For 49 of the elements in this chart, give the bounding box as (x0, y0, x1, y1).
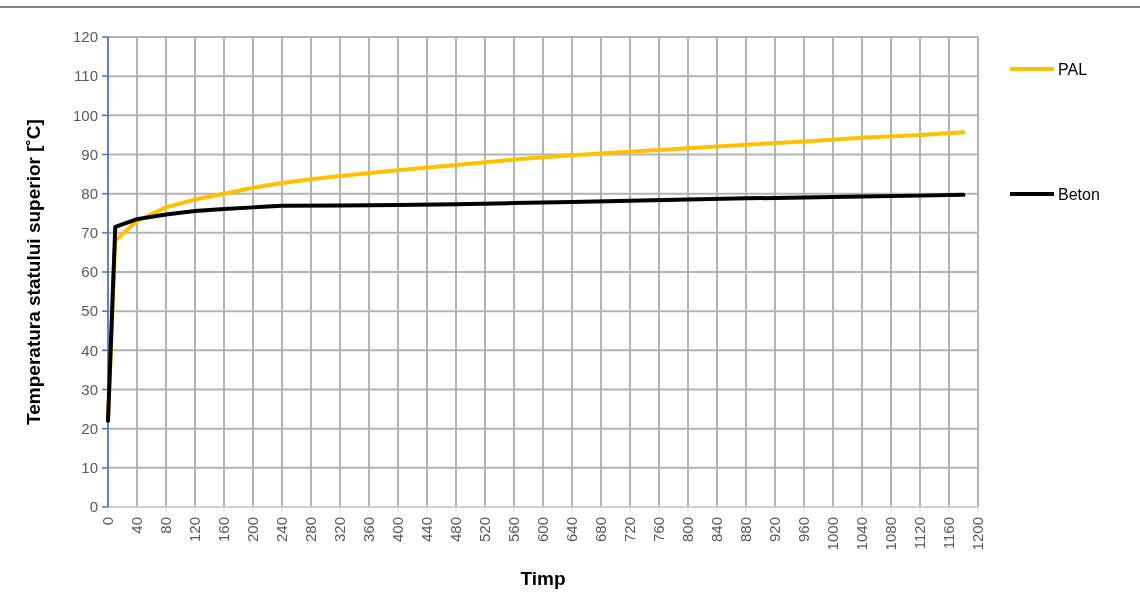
y-tick-label: 20 (81, 419, 98, 437)
y-tick-label: 40 (81, 341, 98, 359)
y-tick-label: 120 (72, 28, 98, 46)
x-tick-label: 240 (273, 517, 291, 543)
x-tick-label: 1160 (940, 517, 958, 550)
legend-label: PAL (1058, 60, 1088, 78)
y-axis-title: Temperatura statului superior [˚C] (23, 119, 44, 425)
y-tick-label: 0 (89, 498, 98, 516)
x-tick-label: 40 (128, 517, 146, 534)
x-tick-label: 760 (650, 517, 668, 543)
x-axis-title: Timp (520, 568, 566, 589)
x-tick-label: 720 (621, 517, 639, 543)
x-tick-label: 200 (244, 517, 262, 543)
x-tick-label: 640 (563, 517, 581, 543)
x-tick-label: 440 (418, 517, 436, 543)
y-tick-label: 80 (81, 184, 98, 202)
x-tick-label: 480 (447, 517, 465, 543)
x-tick-label: 1000 (824, 517, 842, 551)
x-tick-label: 560 (505, 517, 523, 543)
x-tick-label: 400 (389, 517, 407, 543)
x-tick-label: 520 (476, 517, 494, 543)
x-tick-label: 1080 (882, 517, 900, 551)
x-tick-label: 120 (186, 517, 204, 543)
x-tick-label: 280 (302, 517, 320, 543)
x-tick-label: 160 (215, 517, 233, 543)
y-tick-label: 100 (72, 106, 98, 124)
x-tick-label: 600 (534, 517, 552, 543)
y-tick-label: 110 (74, 67, 98, 85)
y-tick-label: 50 (81, 302, 98, 320)
x-tick-label: 0 (99, 517, 117, 526)
x-tick-label: 360 (360, 517, 378, 543)
x-tick-label: 320 (331, 517, 349, 543)
y-tick-label: 70 (81, 224, 98, 242)
x-tick-label: 1040 (853, 517, 871, 551)
x-tick-label: 1200 (969, 517, 987, 551)
x-tick-label: 800 (679, 517, 697, 543)
legend-label: Beton (1058, 185, 1100, 203)
y-tick-label: 90 (81, 145, 98, 163)
line-series (106, 192, 966, 423)
y-tick-label: 10 (81, 459, 98, 477)
x-tick-label: 680 (592, 517, 610, 543)
y-tick-label: 30 (81, 380, 98, 398)
x-tick-label: 1120 (911, 517, 929, 550)
x-tick-label: 880 (737, 517, 755, 543)
x-tick-label: 920 (766, 517, 784, 543)
x-tick-label: 840 (708, 517, 726, 543)
x-tick-label: 960 (795, 517, 813, 543)
x-tick-label: 80 (157, 517, 175, 534)
y-tick-label: 60 (81, 263, 98, 281)
